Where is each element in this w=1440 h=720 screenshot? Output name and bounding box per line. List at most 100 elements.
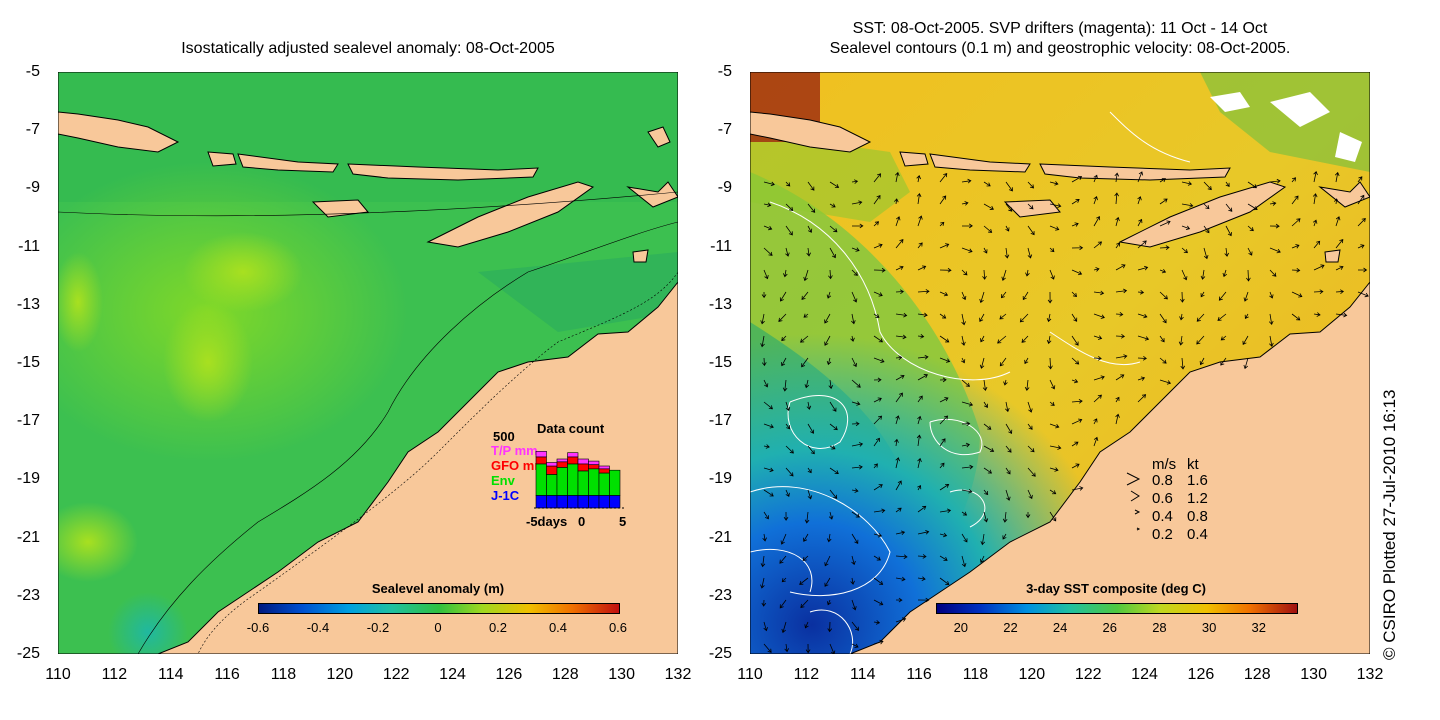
velocity-arrow [1335,312,1348,318]
velocity-arrow [829,445,836,450]
velocity-arrow [1159,198,1168,205]
velocity-arrow [824,555,831,567]
velocity-arrow [1200,291,1205,298]
velocity-arrow [961,223,973,229]
velocity-arrow [824,577,831,587]
velocity-arrow [961,201,969,206]
velocity-arrow [781,621,787,634]
velocity-arrow [873,484,883,491]
velocity-arrow [1071,418,1083,425]
velocity-arrow [1178,335,1184,346]
velocity-arrow [1179,313,1184,321]
velocity-arrow [1049,511,1057,522]
velocity-arrow [961,357,966,364]
velocity-arrow [983,445,995,453]
velocity-arrow [1025,269,1030,277]
velocity-arrow [1071,399,1083,404]
data-count-bar-segment [577,470,589,496]
right-colorbar-tick: 22 [1003,620,1018,635]
velocity-arrow [983,203,994,210]
velocity-arrow [1071,291,1078,298]
vel-row-kt: 0.4 [1187,526,1208,543]
left-colorbar-tick: 0.6 [608,620,628,635]
data-count-bar-segment [535,451,547,458]
velocity-arrow [785,423,791,430]
velocity-arrow [1203,203,1210,210]
y-tick-label: -11 [18,237,40,255]
velocity-arrow [763,247,773,256]
geostrophic-velocity-arrows [760,170,1369,654]
velocity-arrow [851,179,859,184]
velocity-arrow [851,442,864,447]
left-colorbar-tick: 0 [434,620,442,635]
velocity-arrow [785,247,790,257]
x-tick-label: 126 [1187,666,1215,683]
velocity-arrow [873,291,883,297]
velocity-arrow [1071,357,1080,365]
velocity-arrow [800,335,809,343]
velocity-arrow [961,421,971,427]
velocity-arrow [894,438,899,447]
velocity-arrow [1002,511,1008,523]
velocity-arrow [1005,181,1013,192]
data-count-title: Data count [537,421,605,436]
y-tick-label: -11 [710,237,732,255]
velocity-arrow [803,313,809,318]
velocity-arrow [1357,218,1366,227]
velocity-arrow [961,533,968,543]
velocity-arrow [1093,313,1105,319]
velocity-arrow [961,269,968,276]
velocity-arrow [939,415,949,425]
velocity-arrow [851,464,863,470]
velocity-arrow [1334,171,1340,183]
velocity-arrow [1312,219,1318,227]
velocity-arrow [1093,241,1103,249]
velocity-arrow [1291,267,1301,273]
velocity-arrow [803,269,809,282]
velocity-arrow [1115,216,1120,227]
velocity-arrow [1049,467,1059,472]
velocity-arrow [983,401,988,408]
velocity-arrow [1049,401,1055,406]
velocity-arrow [803,533,809,542]
velocity-arrow [873,533,883,538]
velocity-arrow [895,554,908,559]
plot-credit: © CSIRO Plotted 27-Jul-2010 16:13 [1380,389,1399,660]
velocity-arrow [873,173,882,183]
velocity-arrow [1222,269,1228,278]
velocity-arrow [895,457,900,469]
velocity-arrow [1093,375,1105,381]
data-count-bar-segment [588,460,600,465]
legend-j1c: J-1C [491,488,520,503]
velocity-arrow [1242,335,1249,346]
velocity-arrow [917,312,928,318]
velocity-arrow [761,357,767,367]
velocity-arrow [980,335,985,343]
velocity-arrow [997,335,1007,344]
x-tick-label: 122 [382,666,410,683]
velocity-arrow [763,444,770,449]
velocity-arrow [917,334,925,339]
data-count-bar-segment [546,462,558,467]
velocity-arrow [873,267,886,273]
velocity-arrow [895,374,905,381]
velocity-arrow [983,225,993,233]
velocity-arrow [979,313,985,322]
velocity-arrow [917,289,930,294]
velocity-arrow [1027,181,1035,189]
velocity-arrow [763,181,775,187]
velocity-arrow [1115,264,1126,271]
velocity-arrow [850,335,855,342]
velocity-arrow [939,357,951,363]
velocity-arrow [1159,335,1165,343]
velocity-arrow [961,247,973,253]
y-tick-label: -9 [25,179,40,197]
velocity-arrow [1291,177,1297,183]
y-tick-label: -21 [708,528,732,546]
velocity-arrow [895,480,902,491]
velocity-arrow [807,467,812,474]
data-count-bar-segment [535,456,547,465]
velocity-arrow [917,484,922,491]
velocity-arrow [851,247,860,252]
x-tick-label: 132 [1356,666,1384,683]
